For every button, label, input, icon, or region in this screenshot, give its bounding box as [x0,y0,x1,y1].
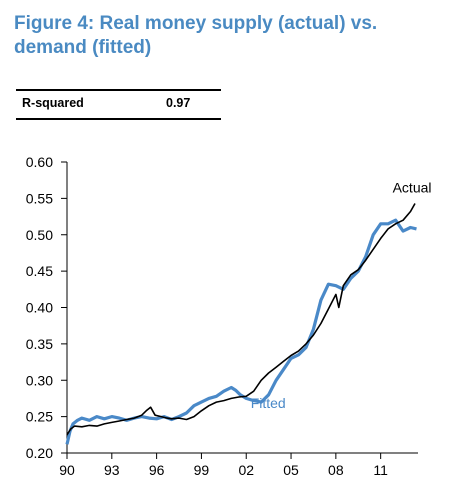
series-label-fitted: Fitted [251,395,286,411]
x-tick-label: 96 [149,462,165,478]
x-tick-label: 02 [238,462,254,478]
r-squared-table: R-squared 0.97 [16,89,221,120]
y-tick-label: 0.50 [26,227,53,243]
r-squared-value: 0.97 [166,96,191,110]
y-tick-label: 0.35 [26,336,53,352]
series-label-actual: Actual [393,180,432,196]
y-tick-label: 0.45 [26,263,53,279]
y-tick-label: 0.40 [26,300,53,316]
y-tick-label: 0.60 [26,154,53,170]
r-squared-label: R-squared [22,96,84,110]
y-tick-label: 0.30 [26,372,53,388]
y-tick-label: 0.55 [26,190,53,206]
x-tick-label: 05 [283,462,299,478]
series-line-fitted [65,218,417,445]
table-bottom-rule [16,118,221,120]
x-tick-label: 99 [194,462,210,478]
x-tick-label: 90 [59,462,75,478]
table-top-rule [16,89,221,91]
figure-title: Figure 4: Real money supply (actual) vs.… [14,13,378,58]
x-tick-label: 08 [328,462,344,478]
y-tick-label: 0.20 [26,445,53,461]
x-tick-label: 11 [373,462,388,478]
series-line-actual [66,203,416,436]
x-tick-label: 93 [104,462,120,478]
y-tick-label: 0.25 [26,409,53,425]
